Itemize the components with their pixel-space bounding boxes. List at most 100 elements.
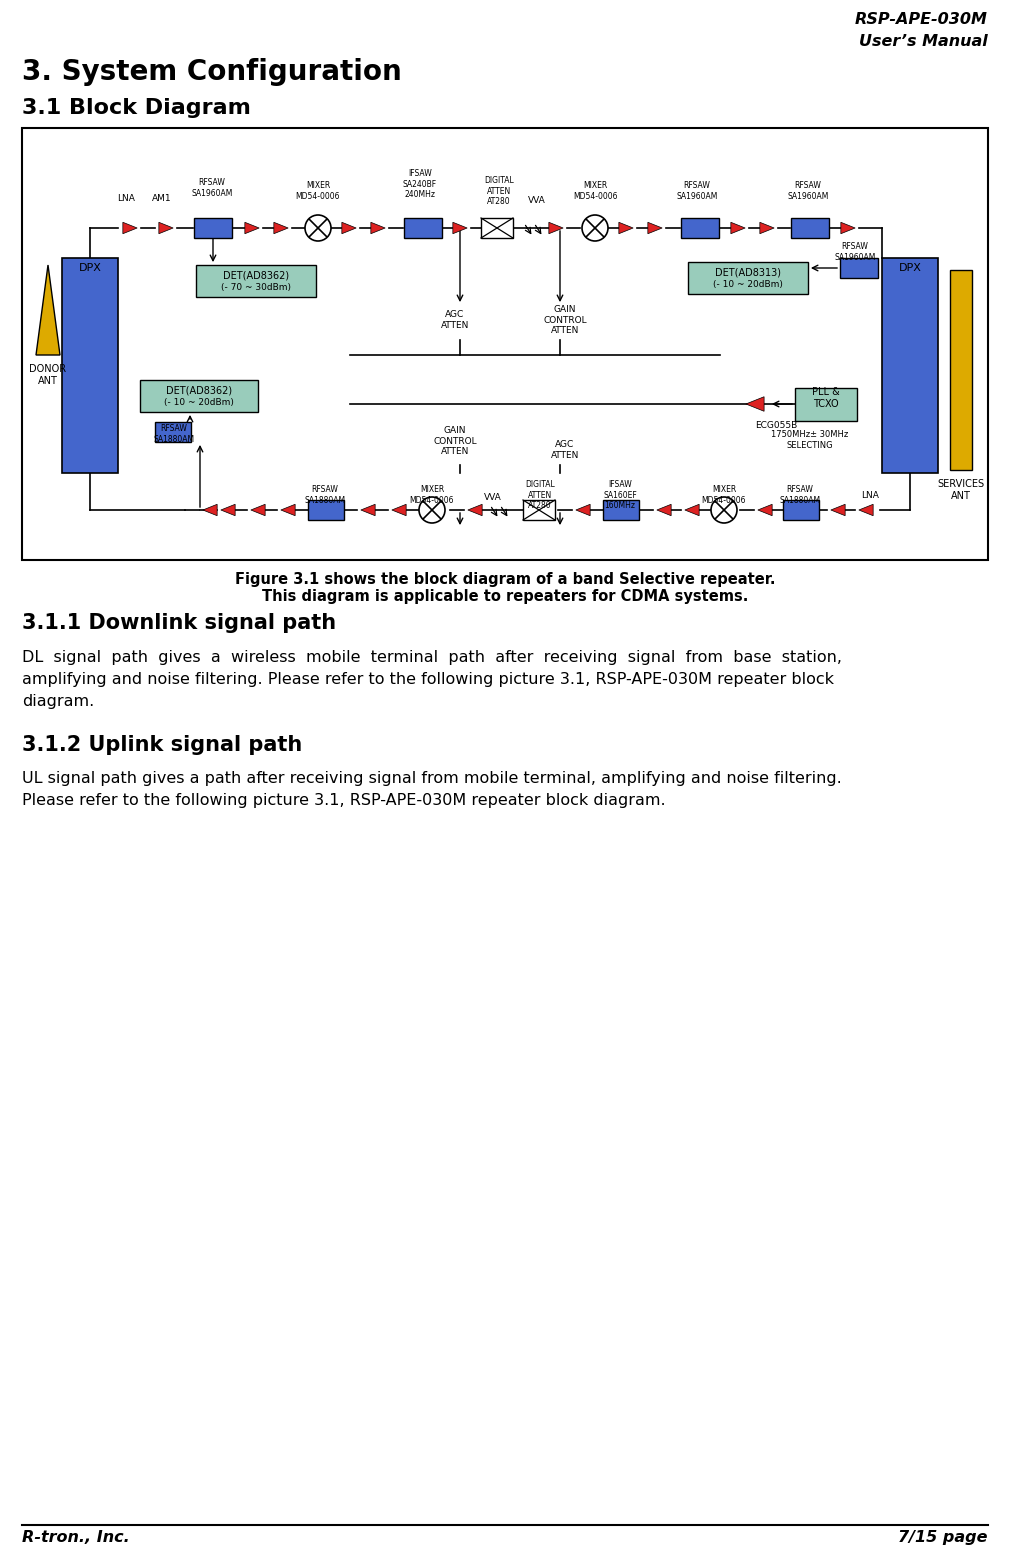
Text: GAIN
CONTROL
ATTEN: GAIN CONTROL ATTEN (433, 426, 477, 455)
Text: DL  signal  path  gives  a  wireless  mobile  terminal  path  after  receiving  : DL signal path gives a wireless mobile t… (22, 651, 842, 665)
Text: User’s Manual: User’s Manual (860, 34, 988, 50)
Text: RFSAW
SA1960AM: RFSAW SA1960AM (677, 181, 718, 201)
Text: AGC
ATTEN: AGC ATTEN (550, 440, 579, 460)
Text: IFSAW
SA160EF
160MHz: IFSAW SA160EF 160MHz (603, 480, 637, 510)
Text: amplifying and noise filtering. Please refer to the following picture 3.1, RSP-A: amplifying and noise filtering. Please r… (22, 672, 834, 688)
Bar (194, 218, 232, 239)
Text: RFSAW
SA1880AM: RFSAW SA1880AM (780, 485, 820, 505)
Polygon shape (831, 505, 845, 516)
Polygon shape (576, 505, 590, 516)
Polygon shape (468, 505, 482, 516)
Polygon shape (221, 505, 235, 516)
Text: 3.1.1 Downlink signal path: 3.1.1 Downlink signal path (22, 613, 336, 634)
Polygon shape (371, 222, 385, 234)
Text: DET(AD8362): DET(AD8362) (223, 270, 289, 280)
Text: AGC
ATTEN: AGC ATTEN (440, 310, 470, 330)
Text: 3.1 Block Diagram: 3.1 Block Diagram (22, 98, 250, 118)
Bar (791, 218, 829, 239)
Bar (882, 259, 938, 472)
Polygon shape (36, 265, 60, 355)
Text: This diagram is applicable to repeaters for CDMA systems.: This diagram is applicable to repeaters … (262, 589, 748, 604)
Bar (795, 387, 857, 421)
Polygon shape (123, 222, 137, 234)
Text: RFSAW
SA1960AM: RFSAW SA1960AM (834, 242, 876, 262)
Text: (- 10 ~ 20dBm): (- 10 ~ 20dBm) (713, 279, 783, 288)
Polygon shape (281, 505, 295, 516)
Text: MIXER
MD54-0006: MIXER MD54-0006 (702, 485, 746, 505)
Polygon shape (731, 222, 745, 234)
Text: LNA: LNA (117, 194, 135, 203)
Polygon shape (656, 505, 672, 516)
Text: LNA: LNA (862, 491, 879, 499)
Text: AM1: AM1 (153, 194, 172, 203)
Text: DONOR
ANT: DONOR ANT (29, 364, 67, 386)
Bar (783, 500, 819, 520)
Text: MIXER
MD54-0006: MIXER MD54-0006 (410, 485, 454, 505)
Polygon shape (274, 222, 288, 234)
Text: 3. System Configuration: 3. System Configuration (22, 57, 402, 87)
Polygon shape (685, 505, 699, 516)
Polygon shape (392, 505, 406, 516)
Polygon shape (758, 505, 773, 516)
Circle shape (711, 497, 737, 524)
Polygon shape (841, 222, 855, 234)
Bar (308, 500, 344, 520)
Circle shape (305, 215, 331, 242)
Text: GAIN
CONTROL
ATTEN: GAIN CONTROL ATTEN (543, 305, 587, 335)
Circle shape (582, 215, 608, 242)
Text: (- 70 ~ 30dBm): (- 70 ~ 30dBm) (221, 282, 291, 291)
Circle shape (419, 497, 445, 524)
Text: VVA: VVA (484, 493, 502, 502)
Text: IFSAW
SA240BF
240MHz: IFSAW SA240BF 240MHz (403, 169, 437, 198)
Text: DPX: DPX (79, 263, 101, 273)
Bar (840, 259, 878, 277)
Text: RFSAW
SA1880AM: RFSAW SA1880AM (304, 485, 345, 505)
Polygon shape (159, 222, 173, 234)
Polygon shape (341, 222, 357, 234)
Text: diagram.: diagram. (22, 694, 94, 709)
Polygon shape (250, 505, 266, 516)
Bar (950, 270, 972, 469)
Text: ECG055B: ECG055B (755, 420, 797, 429)
Text: SERVICES
ANT: SERVICES ANT (937, 479, 985, 500)
Bar (62, 259, 118, 472)
Text: DET(AD8362): DET(AD8362) (166, 386, 232, 395)
Text: RFSAW
SA1880AM: RFSAW SA1880AM (154, 424, 195, 443)
Text: DPX: DPX (899, 263, 921, 273)
Polygon shape (548, 222, 564, 234)
Text: VVA: VVA (528, 195, 545, 204)
Bar (481, 218, 513, 239)
Polygon shape (858, 505, 874, 516)
Text: RFSAW
SA1960AM: RFSAW SA1960AM (191, 178, 232, 198)
Bar (404, 218, 442, 239)
Text: Figure 3.1 shows the block diagram of a band Selective repeater.: Figure 3.1 shows the block diagram of a … (234, 572, 776, 587)
Bar (688, 262, 808, 294)
Text: UL signal path gives a path after receiving signal from mobile terminal, amplify: UL signal path gives a path after receiv… (22, 771, 841, 785)
Text: 3.1.2 Uplink signal path: 3.1.2 Uplink signal path (22, 734, 302, 754)
Text: R-tron., Inc.: R-tron., Inc. (22, 1530, 129, 1544)
Bar (681, 218, 719, 239)
Text: RSP-APE-030M: RSP-APE-030M (855, 12, 988, 26)
Text: (- 10 ~ 20dBm): (- 10 ~ 20dBm) (164, 398, 234, 406)
Text: DIGITAL
ATTEN
AT280: DIGITAL ATTEN AT280 (525, 480, 554, 510)
Text: 1750MHz± 30MHz
SELECTING: 1750MHz± 30MHz SELECTING (772, 431, 848, 449)
Text: 7/15 page: 7/15 page (899, 1530, 988, 1544)
Text: PLL &
TCXO: PLL & TCXO (812, 387, 840, 409)
Polygon shape (647, 222, 663, 234)
Bar (603, 500, 639, 520)
Polygon shape (760, 222, 774, 234)
Polygon shape (203, 505, 217, 516)
Text: DIGITAL
ATTEN
AT280: DIGITAL ATTEN AT280 (484, 177, 514, 206)
Text: MIXER
MD54-0006: MIXER MD54-0006 (573, 181, 617, 201)
Polygon shape (361, 505, 375, 516)
Polygon shape (619, 222, 633, 234)
Bar (140, 380, 258, 412)
Text: MIXER
MD54-0006: MIXER MD54-0006 (296, 181, 340, 201)
Bar (196, 265, 316, 297)
Polygon shape (244, 222, 260, 234)
Bar (155, 421, 191, 441)
Bar (22, 129, 988, 561)
Bar (523, 500, 556, 520)
Polygon shape (452, 222, 468, 234)
Text: DET(AD8313): DET(AD8313) (715, 266, 781, 277)
